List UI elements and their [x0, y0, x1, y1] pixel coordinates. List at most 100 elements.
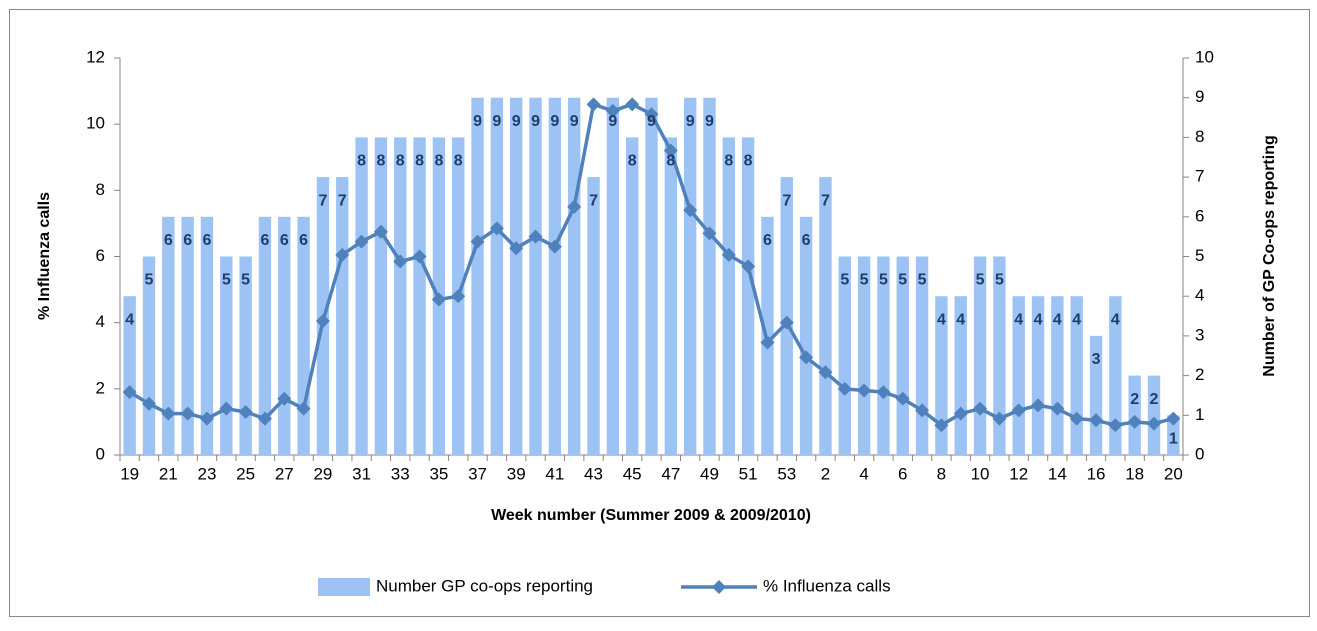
- data-label: 4: [1034, 311, 1043, 328]
- data-label: 9: [550, 113, 559, 130]
- bar: [1089, 335, 1103, 455]
- marker: [335, 247, 350, 262]
- x-tick-label: 33: [391, 464, 410, 483]
- bar: [548, 97, 562, 455]
- y-tick-label: 8: [96, 180, 105, 199]
- bar: [703, 97, 716, 455]
- data-label: 6: [802, 232, 811, 249]
- bar: [336, 177, 349, 455]
- data-label: 7: [589, 192, 598, 209]
- legend-swatch: [712, 580, 726, 594]
- marker: [393, 254, 408, 269]
- y2-axis-title: Number of GP Co-ops reporting: [1261, 135, 1278, 376]
- marker: [489, 221, 504, 236]
- data-label: 8: [434, 153, 443, 170]
- marker: [238, 404, 253, 419]
- bar: [935, 296, 948, 455]
- x-tick-label: 19: [120, 464, 139, 483]
- marker: [451, 289, 466, 304]
- y-tick-label: 12: [86, 47, 105, 66]
- data-label: 6: [203, 232, 212, 249]
- data-label: 7: [318, 192, 327, 209]
- data-label: 8: [744, 153, 753, 170]
- marker: [199, 411, 214, 426]
- data-label: 4: [956, 311, 965, 328]
- data-label: 9: [570, 113, 579, 130]
- bar: [993, 256, 1006, 455]
- bar: [896, 256, 909, 455]
- bar: [799, 216, 813, 455]
- data-label: 9: [686, 113, 695, 130]
- data-label: 4: [125, 311, 134, 328]
- bar: [722, 137, 735, 455]
- marker: [702, 226, 717, 241]
- marker: [528, 229, 543, 244]
- y2-tick-label: 4: [1195, 286, 1204, 305]
- data-label: 8: [454, 153, 463, 170]
- marker: [1011, 403, 1026, 418]
- marker: [644, 107, 659, 122]
- x-tick-label: 35: [429, 464, 448, 483]
- data-label: 9: [473, 113, 482, 130]
- marker: [721, 247, 736, 262]
- data-label: 8: [628, 153, 637, 170]
- x-tick-label: 6: [898, 464, 907, 483]
- marker: [663, 143, 678, 158]
- data-label: 1: [1169, 431, 1178, 448]
- data-label: 9: [531, 113, 540, 130]
- marker: [1108, 418, 1123, 433]
- marker: [973, 401, 988, 416]
- data-label: 5: [840, 272, 849, 289]
- marker: [605, 103, 620, 118]
- x-tick-label: 2: [821, 464, 830, 483]
- marker: [1069, 411, 1084, 426]
- bar: [1051, 296, 1064, 455]
- marker: [219, 401, 234, 416]
- data-label: 5: [976, 272, 985, 289]
- marker: [567, 199, 582, 214]
- legend-label: % Influenza calls: [763, 576, 891, 595]
- marker: [876, 385, 891, 400]
- x-tick-label: 53: [777, 464, 796, 483]
- bar: [625, 137, 639, 455]
- x-tick-label: 12: [1009, 464, 1028, 483]
- marker: [625, 97, 640, 112]
- data-label: 9: [608, 113, 617, 130]
- x-tick-label: 23: [198, 464, 217, 483]
- y2-tick-label: 6: [1195, 206, 1204, 225]
- marker: [818, 365, 833, 380]
- data-label: 7: [821, 192, 830, 209]
- marker: [257, 411, 272, 426]
- x-tick-label: 37: [468, 464, 487, 483]
- y2-tick-label: 10: [1195, 47, 1214, 66]
- marker: [992, 411, 1007, 426]
- x-tick-label: 21: [159, 464, 178, 483]
- data-label: 5: [860, 272, 869, 289]
- marker: [1147, 416, 1162, 431]
- y2-tick-label: 3: [1195, 325, 1204, 344]
- marker: [799, 350, 814, 365]
- y-tick-label: 6: [96, 246, 105, 265]
- bar: [568, 97, 581, 455]
- data-label: 2: [1150, 391, 1159, 408]
- data-label: 6: [763, 232, 772, 249]
- bar: [645, 97, 658, 455]
- data-label: 6: [261, 232, 270, 249]
- bar: [200, 216, 214, 455]
- bar: [374, 137, 388, 455]
- bar: [741, 137, 755, 455]
- marker: [934, 418, 949, 433]
- marker: [412, 249, 427, 264]
- data-label: 9: [512, 113, 521, 130]
- marker: [857, 383, 872, 398]
- bar: [413, 137, 426, 455]
- marker: [741, 259, 756, 274]
- x-axis-title: Week number (Summer 2009 & 2009/2010): [491, 507, 811, 524]
- y-tick-label: 4: [96, 312, 105, 331]
- y2-tick-label: 9: [1195, 87, 1204, 106]
- x-tick-label: 27: [275, 464, 294, 483]
- data-label: 8: [415, 153, 424, 170]
- x-tick-label: 47: [661, 464, 680, 483]
- data-label: 4: [1072, 311, 1081, 328]
- bar: [239, 256, 252, 455]
